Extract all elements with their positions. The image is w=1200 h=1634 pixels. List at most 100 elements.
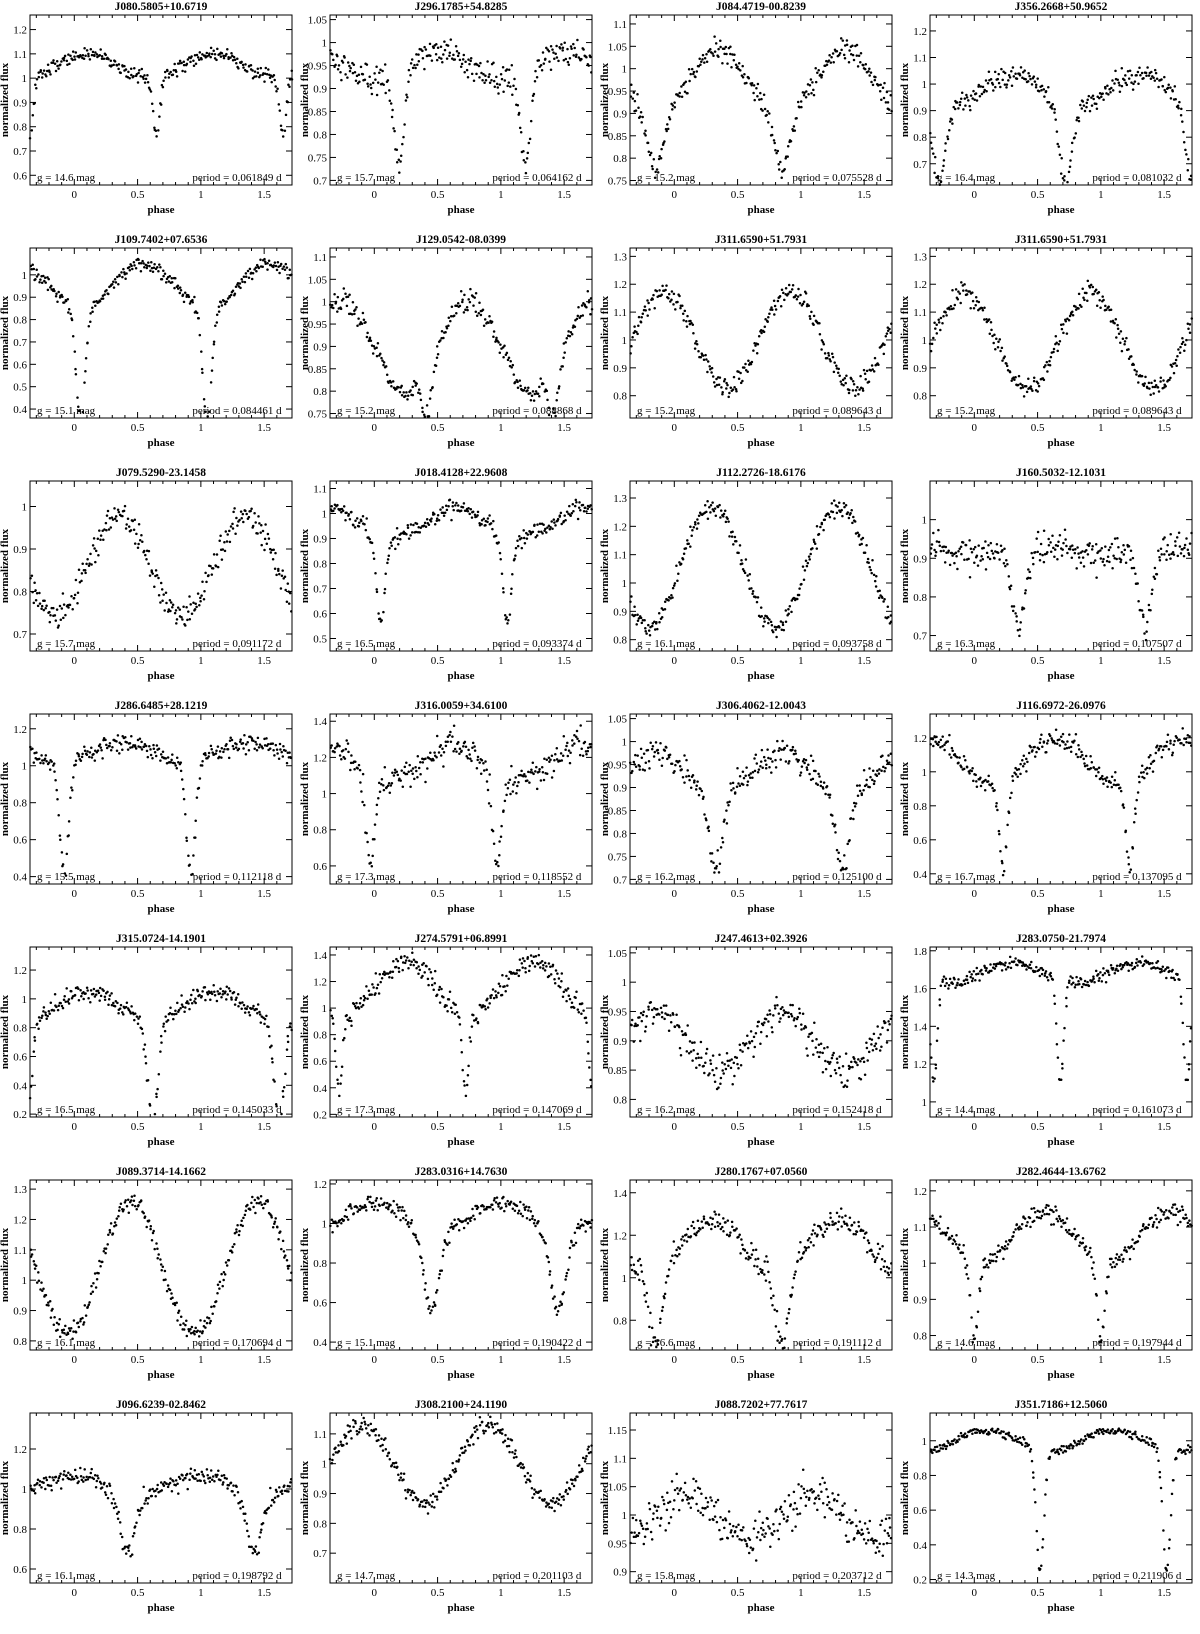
y-tick-label: 0.85 — [308, 364, 328, 376]
data-point — [1012, 605, 1016, 608]
data-point — [1055, 742, 1059, 746]
data-point — [991, 83, 995, 86]
data-point — [888, 327, 891, 331]
data-point — [1155, 77, 1159, 81]
data-point — [502, 356, 505, 359]
data-point — [827, 513, 831, 516]
data-point — [69, 312, 72, 316]
data-point — [460, 62, 464, 66]
data-point — [422, 524, 426, 527]
data-point — [1035, 537, 1038, 540]
data-point — [1187, 553, 1191, 557]
data-point — [1110, 86, 1113, 90]
data-point — [524, 161, 527, 164]
data-point — [1142, 615, 1145, 619]
data-point — [845, 39, 849, 42]
data-point — [721, 61, 724, 65]
data-point — [1159, 376, 1163, 380]
data-point — [87, 54, 90, 58]
data-point — [1016, 628, 1020, 632]
data-point — [418, 392, 422, 395]
x-axis-label: phase — [748, 903, 775, 915]
x-tick-label: 1.5 — [557, 422, 571, 434]
data-point — [1119, 558, 1123, 561]
data-point — [802, 578, 806, 582]
data-point — [820, 339, 824, 342]
data-point — [233, 507, 236, 510]
data-point — [994, 347, 997, 351]
data-point — [571, 739, 574, 742]
x-tick-label: 1.5 — [1157, 888, 1171, 900]
y-axis-label: normalized flux — [599, 528, 611, 603]
data-point — [634, 765, 638, 769]
data-point — [340, 78, 343, 82]
data-point — [1113, 779, 1117, 782]
data-point — [200, 995, 203, 998]
data-point — [869, 369, 873, 372]
data-point — [672, 584, 676, 587]
data-point — [80, 579, 83, 583]
data-point — [336, 295, 340, 299]
data-point — [741, 64, 744, 68]
data-point — [201, 990, 204, 993]
y-tick-label: 0.5 — [313, 634, 327, 646]
data-point — [279, 124, 283, 127]
x-tick-label: 1.5 — [257, 189, 271, 201]
data-point — [1153, 577, 1157, 580]
data-point — [802, 758, 806, 761]
data-point — [843, 56, 847, 60]
data-point — [1095, 576, 1098, 579]
data-point — [29, 1085, 33, 1088]
data-point — [469, 287, 472, 291]
data-point — [218, 539, 221, 543]
data-point — [352, 63, 356, 67]
data-point — [184, 624, 187, 627]
data-point — [85, 49, 89, 52]
data-point — [393, 768, 397, 772]
data-point — [1081, 550, 1084, 553]
data-point — [350, 313, 354, 316]
data-point — [727, 803, 730, 807]
data-point — [1075, 567, 1078, 570]
data-point — [133, 264, 136, 267]
data-point — [796, 597, 799, 601]
data-point — [885, 332, 889, 335]
data-point — [1033, 80, 1037, 83]
data-point — [935, 735, 938, 739]
data-point — [811, 547, 814, 550]
data-point — [1129, 549, 1133, 552]
data-point — [679, 306, 682, 310]
data-point — [1168, 378, 1171, 382]
x-tick-label: 1 — [198, 1121, 204, 1133]
data-point — [1151, 385, 1155, 389]
data-point — [742, 776, 746, 780]
data-point — [750, 360, 754, 364]
data-point — [863, 372, 867, 375]
data-point — [1186, 733, 1190, 737]
data-point — [971, 97, 974, 100]
data-point — [222, 750, 225, 754]
data-point — [132, 528, 136, 532]
data-point — [110, 516, 114, 519]
data-point — [808, 84, 812, 87]
data-point — [1067, 746, 1071, 749]
data-point — [527, 141, 531, 145]
data-point — [96, 989, 100, 993]
data-point — [1159, 380, 1162, 383]
data-point — [398, 777, 401, 781]
g-magnitude-label: g = 15.1 mag — [37, 405, 96, 417]
data-point — [516, 103, 520, 107]
data-point — [256, 71, 260, 75]
data-point — [1144, 638, 1148, 642]
data-point — [542, 778, 546, 782]
data-point — [387, 554, 391, 557]
data-point — [258, 522, 261, 525]
data-point — [456, 504, 460, 507]
data-point — [187, 610, 190, 613]
data-point — [554, 52, 557, 56]
data-point — [747, 76, 751, 80]
data-point — [513, 780, 516, 784]
data-point — [683, 754, 686, 757]
y-axis-label: normalized flux — [599, 295, 611, 370]
